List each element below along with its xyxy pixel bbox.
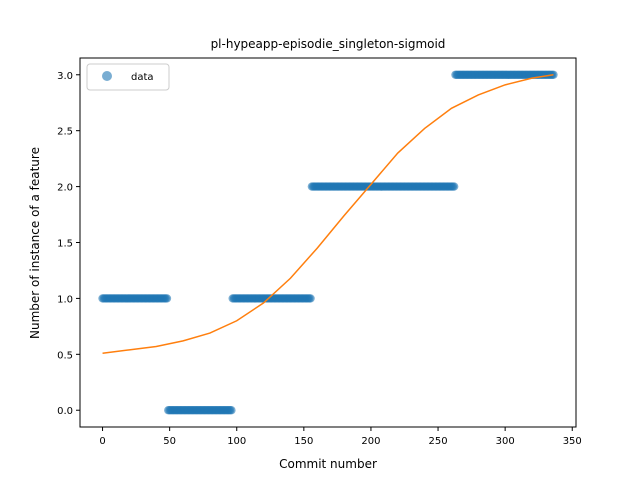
y-axis-label: Number of instance of a feature xyxy=(28,147,42,339)
y-tick-label: 1.5 xyxy=(57,239,73,250)
legend: data xyxy=(86,63,170,91)
plot-area xyxy=(98,70,558,415)
y-tick-label: 3.0 xyxy=(57,71,73,82)
x-axis-ticks: 0 50 100 150 200 250 300 350 xyxy=(99,427,582,447)
x-tick-label: 100 xyxy=(227,436,246,447)
y-tick-label: 2.5 xyxy=(57,127,73,138)
chart-title: pl-hypeapp-episodie_singleton-sigmoid xyxy=(211,37,446,51)
y-axis-ticks: 0.0 0.5 1.0 1.5 2.0 2.5 3.0 xyxy=(57,71,80,417)
x-tick-label: 200 xyxy=(361,436,380,447)
axes-frame xyxy=(79,57,577,428)
y-tick-label: 2.0 xyxy=(57,183,73,194)
x-tick-label: 350 xyxy=(563,436,582,447)
legend-marker-data xyxy=(102,71,112,81)
x-tick-label: 150 xyxy=(294,436,313,447)
data-point xyxy=(549,70,558,79)
x-tick-label: 250 xyxy=(428,436,447,447)
legend-label-data: data xyxy=(131,72,154,83)
data-point xyxy=(449,182,459,191)
data-point xyxy=(162,294,172,303)
y-tick-label: 0.0 xyxy=(57,406,73,417)
y-tick-label: 0.5 xyxy=(57,350,73,361)
x-tick-label: 0 xyxy=(99,436,105,447)
y-tick-label: 1.0 xyxy=(57,294,73,305)
x-axis-label: Commit number xyxy=(279,457,377,471)
x-tick-label: 300 xyxy=(496,436,515,447)
legend-frame xyxy=(86,63,170,91)
data-point xyxy=(306,294,315,303)
x-tick-label: 50 xyxy=(163,436,176,447)
fit-curve xyxy=(102,74,554,354)
data-point xyxy=(227,406,236,415)
